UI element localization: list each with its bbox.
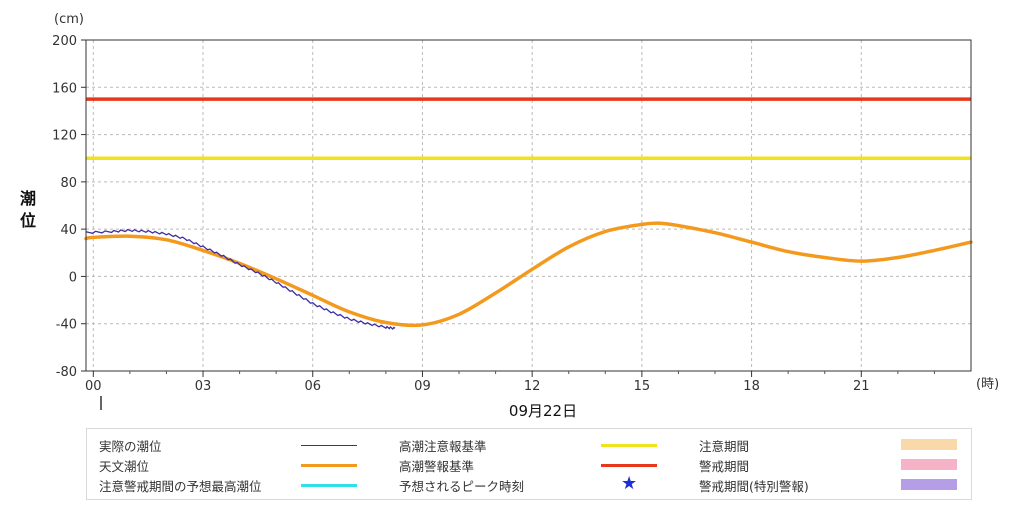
series-lines (84, 221, 973, 330)
x-ticks: 00 03 06 09 12 15 18 21 (85, 371, 935, 394)
plot-frame (85, 39, 972, 372)
y-tick-label: -80 (56, 365, 77, 380)
y-tick-label: 160 (52, 81, 77, 96)
legend-label: 警戒期間(特別警報) (699, 479, 809, 494)
legend-line-swatch (601, 444, 657, 447)
x-tick-label: 21 (853, 379, 870, 394)
legend-color-swatch (901, 459, 957, 470)
tide-chart: -80 -40 0 40 80 120 160 200 00 03 06 09 12 15 18 21 (c… (52, 12, 999, 420)
legend-line-swatch (301, 484, 357, 487)
x-unit-label: (時) (976, 377, 999, 392)
y-tick-label: 200 (52, 34, 77, 49)
star-icon: ★ (621, 473, 638, 494)
series-line-observed-tide (85, 228, 396, 330)
legend: 実際の潮位天文潮位注意警戒期間の予想最高潮位 高潮注意報基準 高潮警報基準予想される… (86, 428, 972, 500)
y-tick-label: 40 (60, 223, 77, 238)
x-tick-label: 15 (634, 379, 651, 394)
legend-color-swatch (901, 439, 957, 450)
legend-color-swatch (901, 479, 957, 490)
legend-line-swatch (601, 464, 657, 467)
legend-label: 実際の潮位 (99, 439, 162, 454)
legend-label: 高潮警報基準 (399, 459, 475, 474)
legend-label: 天文潮位 (99, 459, 150, 474)
grid (86, 40, 971, 371)
x-tick-label: 18 (743, 379, 760, 394)
y-tick-label: 120 (52, 129, 77, 144)
x-tick-label: 00 (85, 379, 102, 394)
x-tick-label: 06 (304, 379, 321, 394)
legend-line-swatch (301, 464, 357, 467)
x-tick-label: 03 (195, 379, 212, 394)
legend-label: 注意警戒期間の予想最高潮位 (99, 479, 262, 494)
y-tick-label: -40 (56, 318, 77, 333)
legend-label: 注意期間 (699, 439, 750, 454)
legend-label: 警戒期間 (699, 459, 750, 474)
x-tick-label: 12 (524, 379, 541, 394)
x-tick-label: 09 (414, 379, 431, 394)
y-axis-label: 潮位 (20, 188, 42, 232)
date-label: 09月22日 (509, 402, 577, 420)
y-ticks: -80 -40 0 40 80 120 160 200 (52, 34, 86, 380)
series-line-astronomical-tide (84, 221, 973, 328)
y-tick-label: 0 (69, 270, 77, 285)
threshold-lines (86, 97, 971, 160)
legend-label: 予想されるピーク時刻 (399, 479, 525, 494)
legend-label: 高潮注意報基準 (399, 439, 487, 454)
y-axis-label-text: 潮位 (20, 189, 37, 230)
legend-line-swatch (301, 445, 357, 446)
y-unit-label: (cm) (54, 12, 84, 27)
y-tick-label: 80 (60, 176, 77, 191)
